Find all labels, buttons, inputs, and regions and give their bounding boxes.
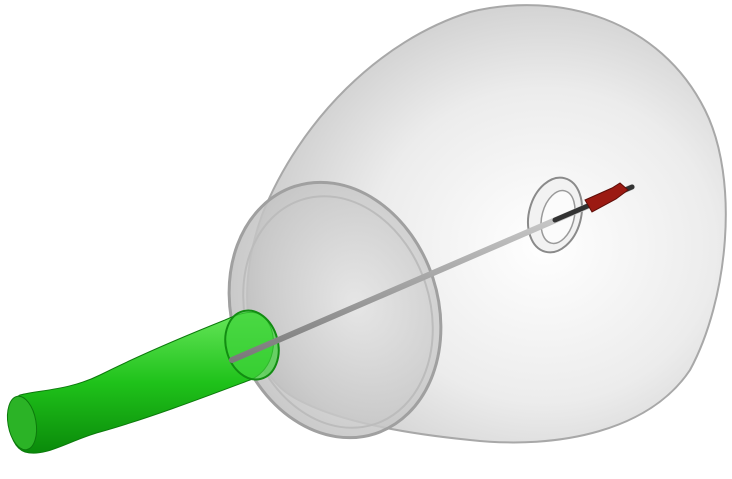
green-end xyxy=(6,395,38,451)
red-marker xyxy=(584,182,629,213)
